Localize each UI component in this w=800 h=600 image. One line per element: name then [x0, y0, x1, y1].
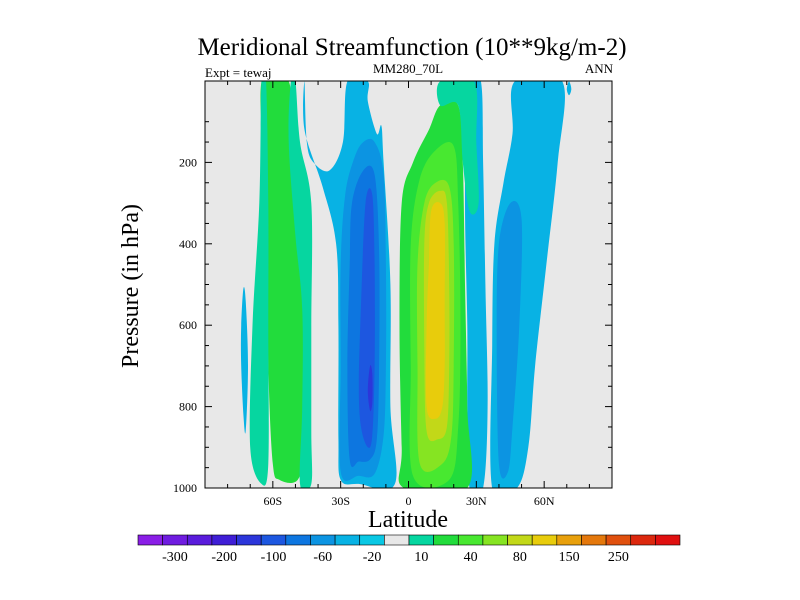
contour-sh-far-cyan: [240, 286, 248, 434]
x-tick-labels: 60S 30S 0 30N 60N: [263, 494, 554, 508]
colorbar-swatch: [482, 534, 508, 546]
x-tick-label: 30S: [331, 494, 350, 508]
season-label: ANN: [585, 61, 614, 76]
y-tick-label: 800: [179, 400, 197, 414]
experiment-label: Expt = tewaj: [205, 65, 272, 80]
y-tick-label: 200: [179, 155, 197, 169]
colorbar-swatch: [359, 534, 385, 546]
contour-nh-pole-cyan: [566, 81, 572, 96]
y-tick-labels: 200 400 600 800 1000: [173, 155, 197, 495]
colorbar-swatch: [507, 534, 533, 546]
colorbar-label: -300: [162, 550, 188, 565]
contour-nh-far-blue: [496, 200, 523, 479]
colorbar-swatch: [531, 534, 558, 546]
colorbar-swatch: [236, 534, 262, 546]
x-tick-label: 60S: [263, 494, 282, 508]
y-tick-label: 400: [179, 237, 197, 251]
colorbar-swatch: [384, 534, 410, 546]
colorbar-swatch: [186, 534, 213, 546]
colorbar-swatch: [310, 534, 336, 546]
colorbar-labels: -300 -200 -100 -60 -20 10 40 80 150 250: [162, 550, 629, 565]
x-tick-label: 30N: [466, 494, 487, 508]
colorbar-label: 250: [608, 550, 629, 565]
colorbar-swatch: [260, 534, 287, 546]
colorbar-label: -100: [261, 550, 287, 565]
y-axis-title: Pressure (in hPa): [118, 204, 144, 368]
contour-sh-teal-2: [288, 81, 313, 488]
colorbar: [137, 534, 681, 546]
contour-nh-teal-strip: [436, 81, 479, 215]
contour-sh-teal-1: [249, 81, 269, 486]
colorbar-swatch: [457, 534, 484, 546]
colorbar-label: -20: [363, 550, 382, 565]
colorbar-swatch: [433, 534, 459, 546]
y-tick-label: 600: [179, 318, 197, 332]
x-axis-title: Latitude: [368, 507, 448, 533]
colorbar-swatch: [211, 534, 237, 546]
colorbar-swatch: [655, 534, 681, 546]
contour-sh-blue-core: [367, 365, 373, 412]
colorbar-label: 80: [513, 550, 527, 565]
chart-title: Meridional Streamfunction (10**9kg/m-2): [197, 34, 626, 61]
colorbar-swatch: [630, 534, 656, 546]
colorbar-swatch: [285, 534, 311, 546]
colorbar-label: 150: [559, 550, 580, 565]
colorbar-swatch: [408, 534, 434, 546]
colorbar-swatch: [581, 534, 607, 546]
x-tick-label: 60N: [534, 494, 555, 508]
colorbar-swatch: [334, 534, 361, 546]
colorbar-swatch: [162, 534, 188, 546]
case-label: MM280_70L: [373, 61, 443, 76]
x-tick-label: 0: [406, 494, 412, 508]
axis-ticks: [205, 81, 612, 489]
colorbar-label: 10: [414, 550, 428, 565]
colorbar-swatch: [556, 534, 582, 546]
colorbar-swatch: [137, 534, 163, 546]
colorbar-label: -200: [211, 550, 237, 565]
contour-nh-yellow-core: [425, 202, 446, 420]
colorbar-label: 40: [464, 550, 478, 565]
contour-fills: [240, 81, 572, 488]
y-tick-label: 1000: [173, 481, 197, 495]
colorbar-label: -60: [313, 550, 332, 565]
colorbar-swatch: [605, 534, 632, 546]
